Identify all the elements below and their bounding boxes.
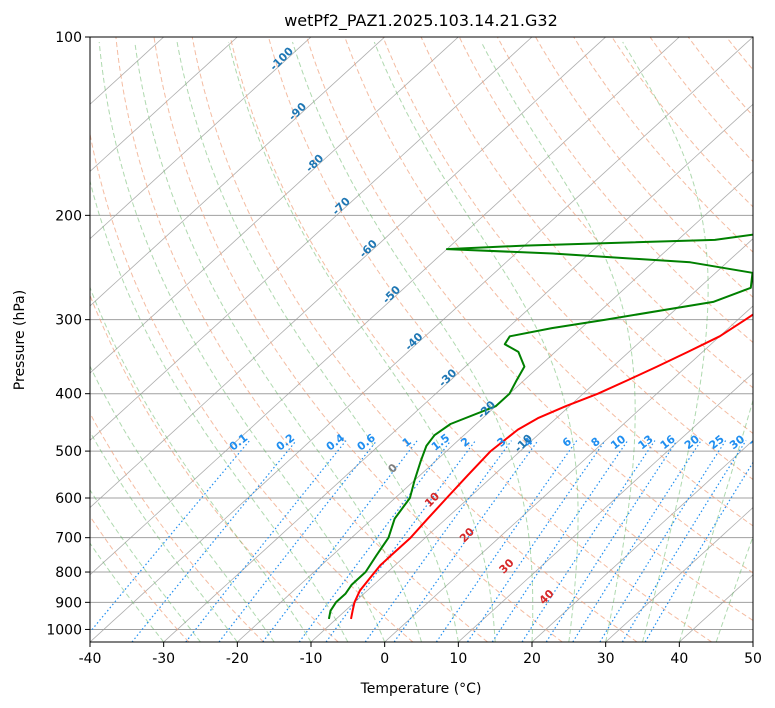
moist-adiabat [622,41,709,642]
dry-adiabat [90,131,414,642]
isotherm-line [90,37,238,173]
mixing-ratio-line [364,440,512,642]
moist-adiabat [90,286,312,642]
dry-adiabat [611,37,753,208]
x-tick-label: 0 [380,651,389,667]
moist-adiabat-lines [90,41,753,642]
x-tick-label: -20 [226,651,249,667]
dry-adiabat [229,37,712,642]
y-tick-label: 600 [55,491,82,507]
moist-adiabat [98,41,386,642]
y-tick-label: 300 [55,313,82,329]
mixing-ratio-lines [90,440,753,642]
isotherm-line [90,37,459,374]
mixing-ratio-line [621,440,747,642]
mixing-ratio-line [572,440,702,642]
temperature-profile [350,313,753,620]
dry-adiabat [458,37,753,389]
isotherm-line [163,103,753,642]
y-tick-label: 800 [55,565,82,581]
mixing-ratio-line [466,440,606,642]
moist-adiabat [678,398,753,642]
moist-adiabat [715,535,753,642]
isotherm-grid [90,37,753,642]
mixing-ratio-line [545,440,678,642]
y-axis-ticks: 100 200 300 400 500 600 700 800 900 1000 [46,30,90,638]
isotherm-line [90,37,606,509]
isotherm-line [90,37,680,576]
dry-adiabat [649,37,753,163]
isotherm-line [90,37,312,240]
dry-adiabat [268,37,753,622]
x-tick-label: 50 [744,651,762,667]
mixing-ratio-line [435,440,578,642]
dry-adiabat [90,515,190,642]
isotherm-line [237,170,753,642]
y-tick-label: 100 [55,30,82,46]
moist-adiabat [292,41,534,642]
y-tick-label: 700 [55,531,82,547]
x-tick-label: 30 [597,651,615,667]
mixing-ratio-line [599,440,727,642]
sounding-profiles [327,233,753,620]
mixing-ratio-label: 36 [748,432,768,452]
isotherm-line [90,37,385,307]
moist-adiabat [373,41,579,642]
dry-adiabat [496,37,753,344]
isotherm-line [90,37,533,441]
isotherm-line [605,506,753,642]
dry-adiabat [420,37,753,435]
isotherm-line [90,37,753,642]
plot-frame [89,36,754,643]
dry-adiabat [344,37,753,527]
mixing-ratio-line [131,440,297,642]
dry-adiabat [535,37,753,298]
isotherm-line [531,439,753,642]
x-tick-label: -30 [152,651,175,667]
x-tick-label: -10 [300,651,323,667]
mixing-ratio-line [521,440,656,642]
x-axis-ticks: -40 -30 -20 -10 0 10 20 30 40 50 [79,642,762,667]
dry-adiabat [306,37,753,574]
chart-title: wetPf2_PAZ1.2025.103.14.21.G32 [284,11,558,31]
x-axis-label: Temperature (°C) [360,681,482,697]
moist-adiabat [176,41,459,642]
y-tick-label: 500 [55,444,82,460]
x-tick-label: 40 [670,651,688,667]
dry-adiabat [191,37,638,642]
moist-adiabat [134,41,422,642]
y-tick-label: 1000 [46,622,82,638]
mixing-ratio-line [218,440,378,642]
y-tick-label: 900 [55,595,82,611]
moist-adiabat [228,41,496,642]
mixing-ratio-line [90,440,251,633]
y-tick-label: 400 [55,387,82,403]
x-tick-label: -40 [79,651,102,667]
mixing-ratio-line [644,461,753,642]
moist-adiabat [90,365,275,642]
isotherm-line [458,372,753,642]
dewpoint-profile [327,233,753,620]
x-tick-label: 20 [523,651,541,667]
moist-adiabat [480,41,636,642]
isotherm-line [384,305,753,642]
y-tick-label: 200 [55,208,82,224]
y-axis-label: Pressure (hPa) [12,290,28,390]
dry-adiabat [115,37,488,642]
x-tick-label: 10 [449,651,467,667]
dry-adiabat [382,37,753,481]
isobar-grid [90,37,753,630]
mixing-ratio-line [491,440,629,642]
